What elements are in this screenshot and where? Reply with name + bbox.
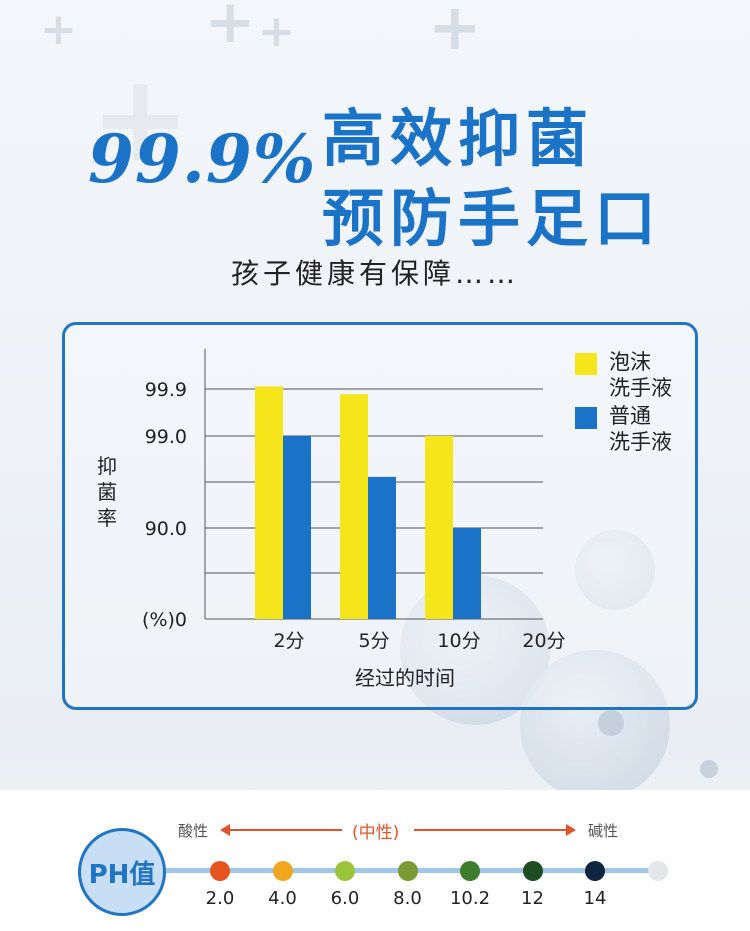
neutral-label: (中性) — [352, 823, 400, 843]
alkaline-label: 碱性 — [588, 822, 619, 840]
y-tick-label: 90.0 — [145, 518, 187, 540]
legend-label-foam-line2: 洗手液 — [609, 376, 672, 400]
ph-value-label: 12 — [521, 888, 544, 909]
headline-line-1: 高效抑菌 — [322, 102, 595, 175]
legend-label-regular-line2: 洗手液 — [609, 430, 672, 454]
ph-dot — [210, 861, 230, 881]
ph-dot — [522, 861, 543, 881]
x-tick-label: 20分 — [522, 630, 565, 652]
x-axis-label: 经过的时间 — [355, 666, 455, 690]
plus-decoration-icon: + — [428, 0, 482, 65]
ph-value-label: 8.0 — [393, 888, 422, 909]
ph-badge: PH值 — [78, 828, 166, 916]
legend-swatch-foam — [575, 353, 597, 375]
alkaline-arrow — [414, 829, 566, 831]
cell-decoration — [575, 530, 655, 610]
ph-value-label: 4.0 — [268, 888, 297, 909]
legend-swatch-regular — [575, 407, 597, 429]
cell-decoration — [520, 650, 670, 800]
ph-value-label: 2.0 — [205, 888, 235, 909]
plus-decoration-icon: + — [258, 6, 295, 57]
plus-decoration-icon: + — [205, 0, 256, 57]
y-axis-label: 抑 — [97, 454, 117, 478]
bar-regular — [368, 476, 396, 619]
chart-frame: (%)0 90.0 99.0 99.9 抑菌率 2分 5分 10分 20分经过的时间 泡沫 洗手… — [62, 322, 698, 710]
plus-decoration-icon: + — [40, 4, 77, 55]
y-axis-label: 率 — [97, 506, 117, 530]
ph-dot — [647, 861, 668, 881]
x-tick-label: 10分 — [437, 630, 480, 652]
subtitle: 孩子健康有保障…… — [230, 257, 519, 290]
legend-item-regular: 普通 洗手液 — [575, 403, 672, 455]
ph-dot — [460, 861, 480, 881]
arrow-right-icon — [566, 824, 576, 836]
arrow-left-icon — [220, 824, 230, 836]
ph-dot — [335, 861, 355, 881]
bar-foam — [255, 386, 283, 619]
y-tick-label: 99.0 — [145, 426, 187, 448]
legend-item-foam: 泡沫 洗手液 — [575, 349, 672, 401]
bar-foam — [425, 436, 453, 619]
x-tick-label: 2分 — [273, 630, 304, 652]
headline-percent: 99.9% — [88, 120, 317, 198]
ph-dot — [272, 861, 293, 881]
headline-line-2: 预防手足口 — [322, 182, 663, 255]
legend-label-regular-line1: 普通 — [609, 404, 651, 428]
bar-foam — [340, 394, 368, 619]
bar-regular — [453, 528, 481, 619]
acid-arrow — [230, 829, 342, 831]
ph-dot — [397, 861, 418, 881]
cell-decoration — [598, 710, 624, 736]
acid-label: 酸性 — [178, 822, 209, 840]
cell-decoration — [700, 760, 718, 778]
y-tick-label: (%)0 — [142, 609, 187, 631]
bar-regular — [283, 436, 311, 619]
y-axis-label: 菌 — [97, 480, 117, 504]
plus-decoration-icon: + — [90, 50, 191, 189]
ph-dot — [585, 861, 605, 881]
ph-value-label: 14 — [583, 888, 607, 909]
legend-label-foam-line1: 泡沫 — [609, 350, 651, 374]
x-tick-label: 5分 — [358, 630, 389, 652]
y-tick-label: 99.9 — [145, 379, 187, 401]
ph-value-label: 6.0 — [330, 888, 360, 909]
ph-value-label: 10.2 — [449, 888, 491, 909]
